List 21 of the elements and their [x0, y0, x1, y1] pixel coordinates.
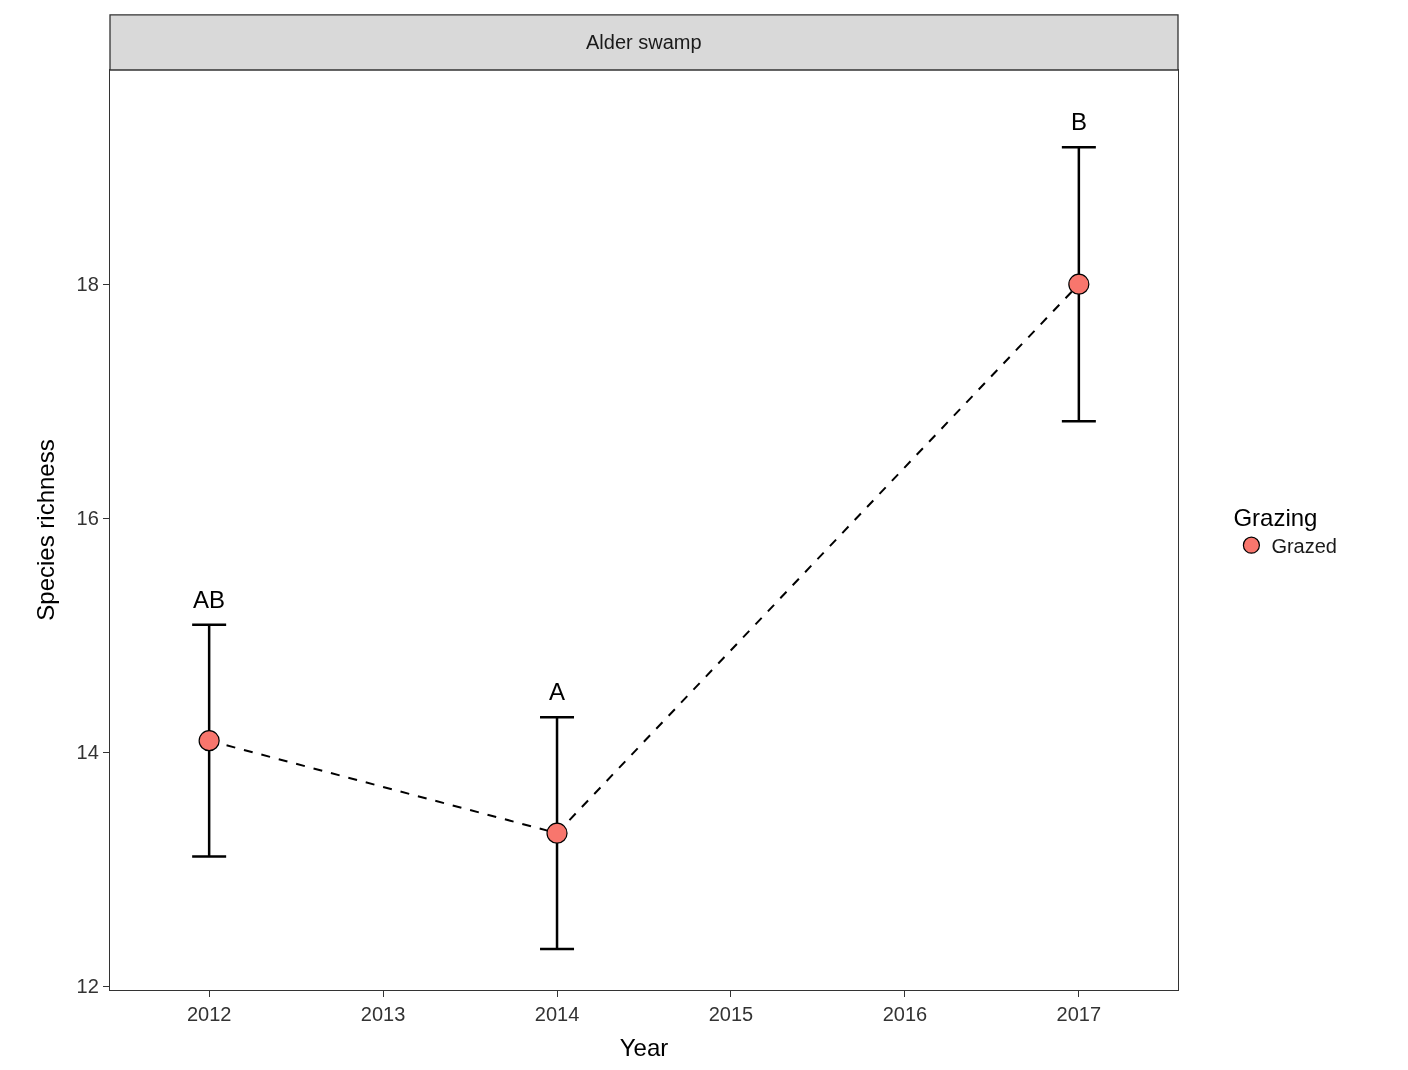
x-tick-label: 2013	[360, 1003, 406, 1026]
point	[1068, 273, 1090, 295]
point	[546, 822, 568, 844]
x-tick-label: 2014	[534, 1003, 580, 1026]
x-tick-label: 2016	[882, 1003, 928, 1026]
x-axis-title: Year	[619, 1034, 669, 1062]
y-tick-label: 18	[76, 273, 99, 296]
x-tick-label: 2015	[708, 1003, 754, 1026]
chart-title: Alder swamp	[586, 31, 702, 53]
annotation: A	[549, 678, 566, 705]
annotation: AB	[193, 586, 226, 613]
y-tick-label: 16	[76, 507, 99, 530]
annotation: B	[1071, 108, 1088, 135]
point	[198, 730, 220, 752]
legend-label: Grazed	[1271, 535, 1337, 557]
x-tick-label: 2017	[1056, 1003, 1102, 1026]
y-axis-title: Species richness	[31, 439, 59, 621]
x-tick-label: 2012	[186, 1003, 232, 1026]
y-tick-label: 12	[76, 975, 99, 998]
y-tick-label: 14	[76, 741, 99, 764]
legend-title: Grazing	[1233, 503, 1318, 531]
